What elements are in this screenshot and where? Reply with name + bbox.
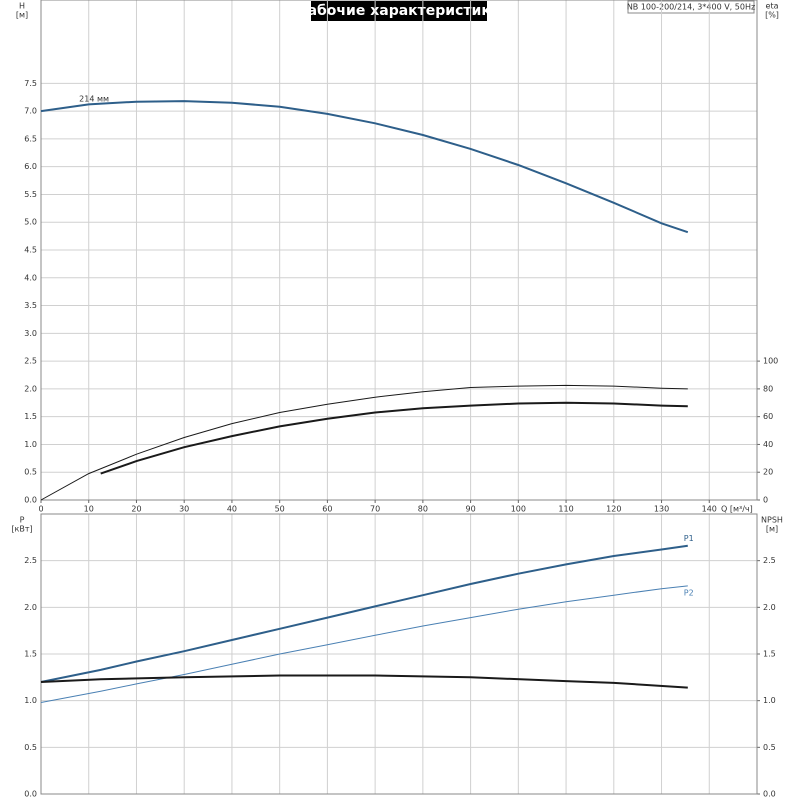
y-tick-label: 1.5	[24, 412, 37, 421]
y-axis-label: H	[19, 2, 25, 11]
x-tick-label: 140	[702, 505, 717, 514]
y-tick-label: 7.5	[24, 79, 37, 88]
y-tick-label: 0.0	[24, 790, 37, 799]
y2-tick-label: 0.5	[763, 743, 776, 752]
curve	[100, 401, 688, 475]
curve	[40, 544, 688, 683]
x-tick-label: 0	[38, 505, 43, 514]
y2-tick-label: 2.0	[763, 603, 776, 612]
title-box	[311, 1, 487, 21]
y-tick-label: 6.5	[24, 134, 37, 143]
y2-axis-label: NPSH	[761, 516, 783, 525]
y2-tick-label: 40	[763, 440, 773, 449]
y-tick-label: 1.0	[24, 440, 37, 449]
curve-annotation: 214 мм	[79, 95, 109, 104]
y-tick-label: 0.5	[24, 743, 37, 752]
series-label: P2	[684, 588, 694, 597]
y2-tick-label: 0.0	[763, 790, 776, 799]
chart-title: Рабочие характеристики	[297, 3, 500, 19]
y-tick-label: 4.0	[24, 273, 37, 282]
curve	[40, 674, 688, 689]
y2-tick-label: 20	[763, 468, 773, 477]
y-tick-label: 5.0	[24, 218, 37, 227]
x-tick-label: 100	[511, 505, 526, 514]
x-tick-label: 30	[179, 505, 189, 514]
y2-axis-unit: [%]	[765, 11, 779, 20]
plot-frame	[40, 513, 758, 795]
y-tick-label: 4.5	[24, 246, 37, 255]
y-axis-label: P	[20, 516, 25, 525]
model-label: NB 100-200/214, 3*400 V, 50Hz	[627, 3, 755, 12]
y-tick-label: 3.5	[24, 301, 37, 310]
y2-tick-label: 80	[763, 384, 773, 393]
y-tick-label: 1.0	[24, 696, 37, 705]
x-tick-label: 60	[322, 505, 332, 514]
x-tick-label: 120	[606, 505, 621, 514]
curve	[40, 585, 688, 703]
x-tick-label: 70	[370, 505, 380, 514]
y2-tick-label: 60	[763, 412, 773, 421]
y2-tick-label: 1.0	[763, 696, 776, 705]
plot-frame	[40, 0, 758, 501]
y2-axis-label: eta	[766, 2, 779, 11]
x-tick-label: 40	[227, 505, 237, 514]
y-tick-label: 6.0	[24, 162, 37, 171]
y-axis-unit: [кВт]	[11, 525, 32, 534]
curve	[40, 100, 689, 234]
y-tick-label: 5.5	[24, 190, 37, 199]
x-tick-label: 10	[84, 505, 94, 514]
x-tick-label: 80	[418, 505, 428, 514]
y-axis-unit: [м]	[16, 11, 28, 20]
y-tick-label: 1.5	[24, 650, 37, 659]
y-tick-label: 2.5	[24, 357, 37, 366]
y-tick-label: 7.0	[24, 107, 37, 116]
y2-tick-label: 0	[763, 496, 768, 505]
y2-tick-label: 1.5	[763, 650, 776, 659]
y2-tick-label: 2.5	[763, 556, 776, 565]
y-tick-label: 0.0	[24, 496, 37, 505]
y-tick-label: 0.5	[24, 468, 37, 477]
y-tick-label: 2.5	[24, 556, 37, 565]
y-tick-label: 2.0	[24, 603, 37, 612]
x-tick-label: 50	[275, 505, 285, 514]
series-label: P1	[684, 534, 694, 543]
y2-axis-unit: [м]	[766, 525, 778, 534]
x-tick-label: 130	[654, 505, 669, 514]
model-box	[627, 0, 755, 14]
x-tick-label: 20	[131, 505, 141, 514]
x-tick-label: 110	[558, 505, 573, 514]
y-tick-label: 2.0	[24, 384, 37, 393]
curve	[40, 384, 688, 501]
x-axis-label: Q [м³/ч]	[721, 505, 753, 514]
x-tick-label: 90	[466, 505, 476, 514]
y2-tick-label: 100	[763, 357, 778, 366]
y-tick-label: 3.0	[24, 329, 37, 338]
